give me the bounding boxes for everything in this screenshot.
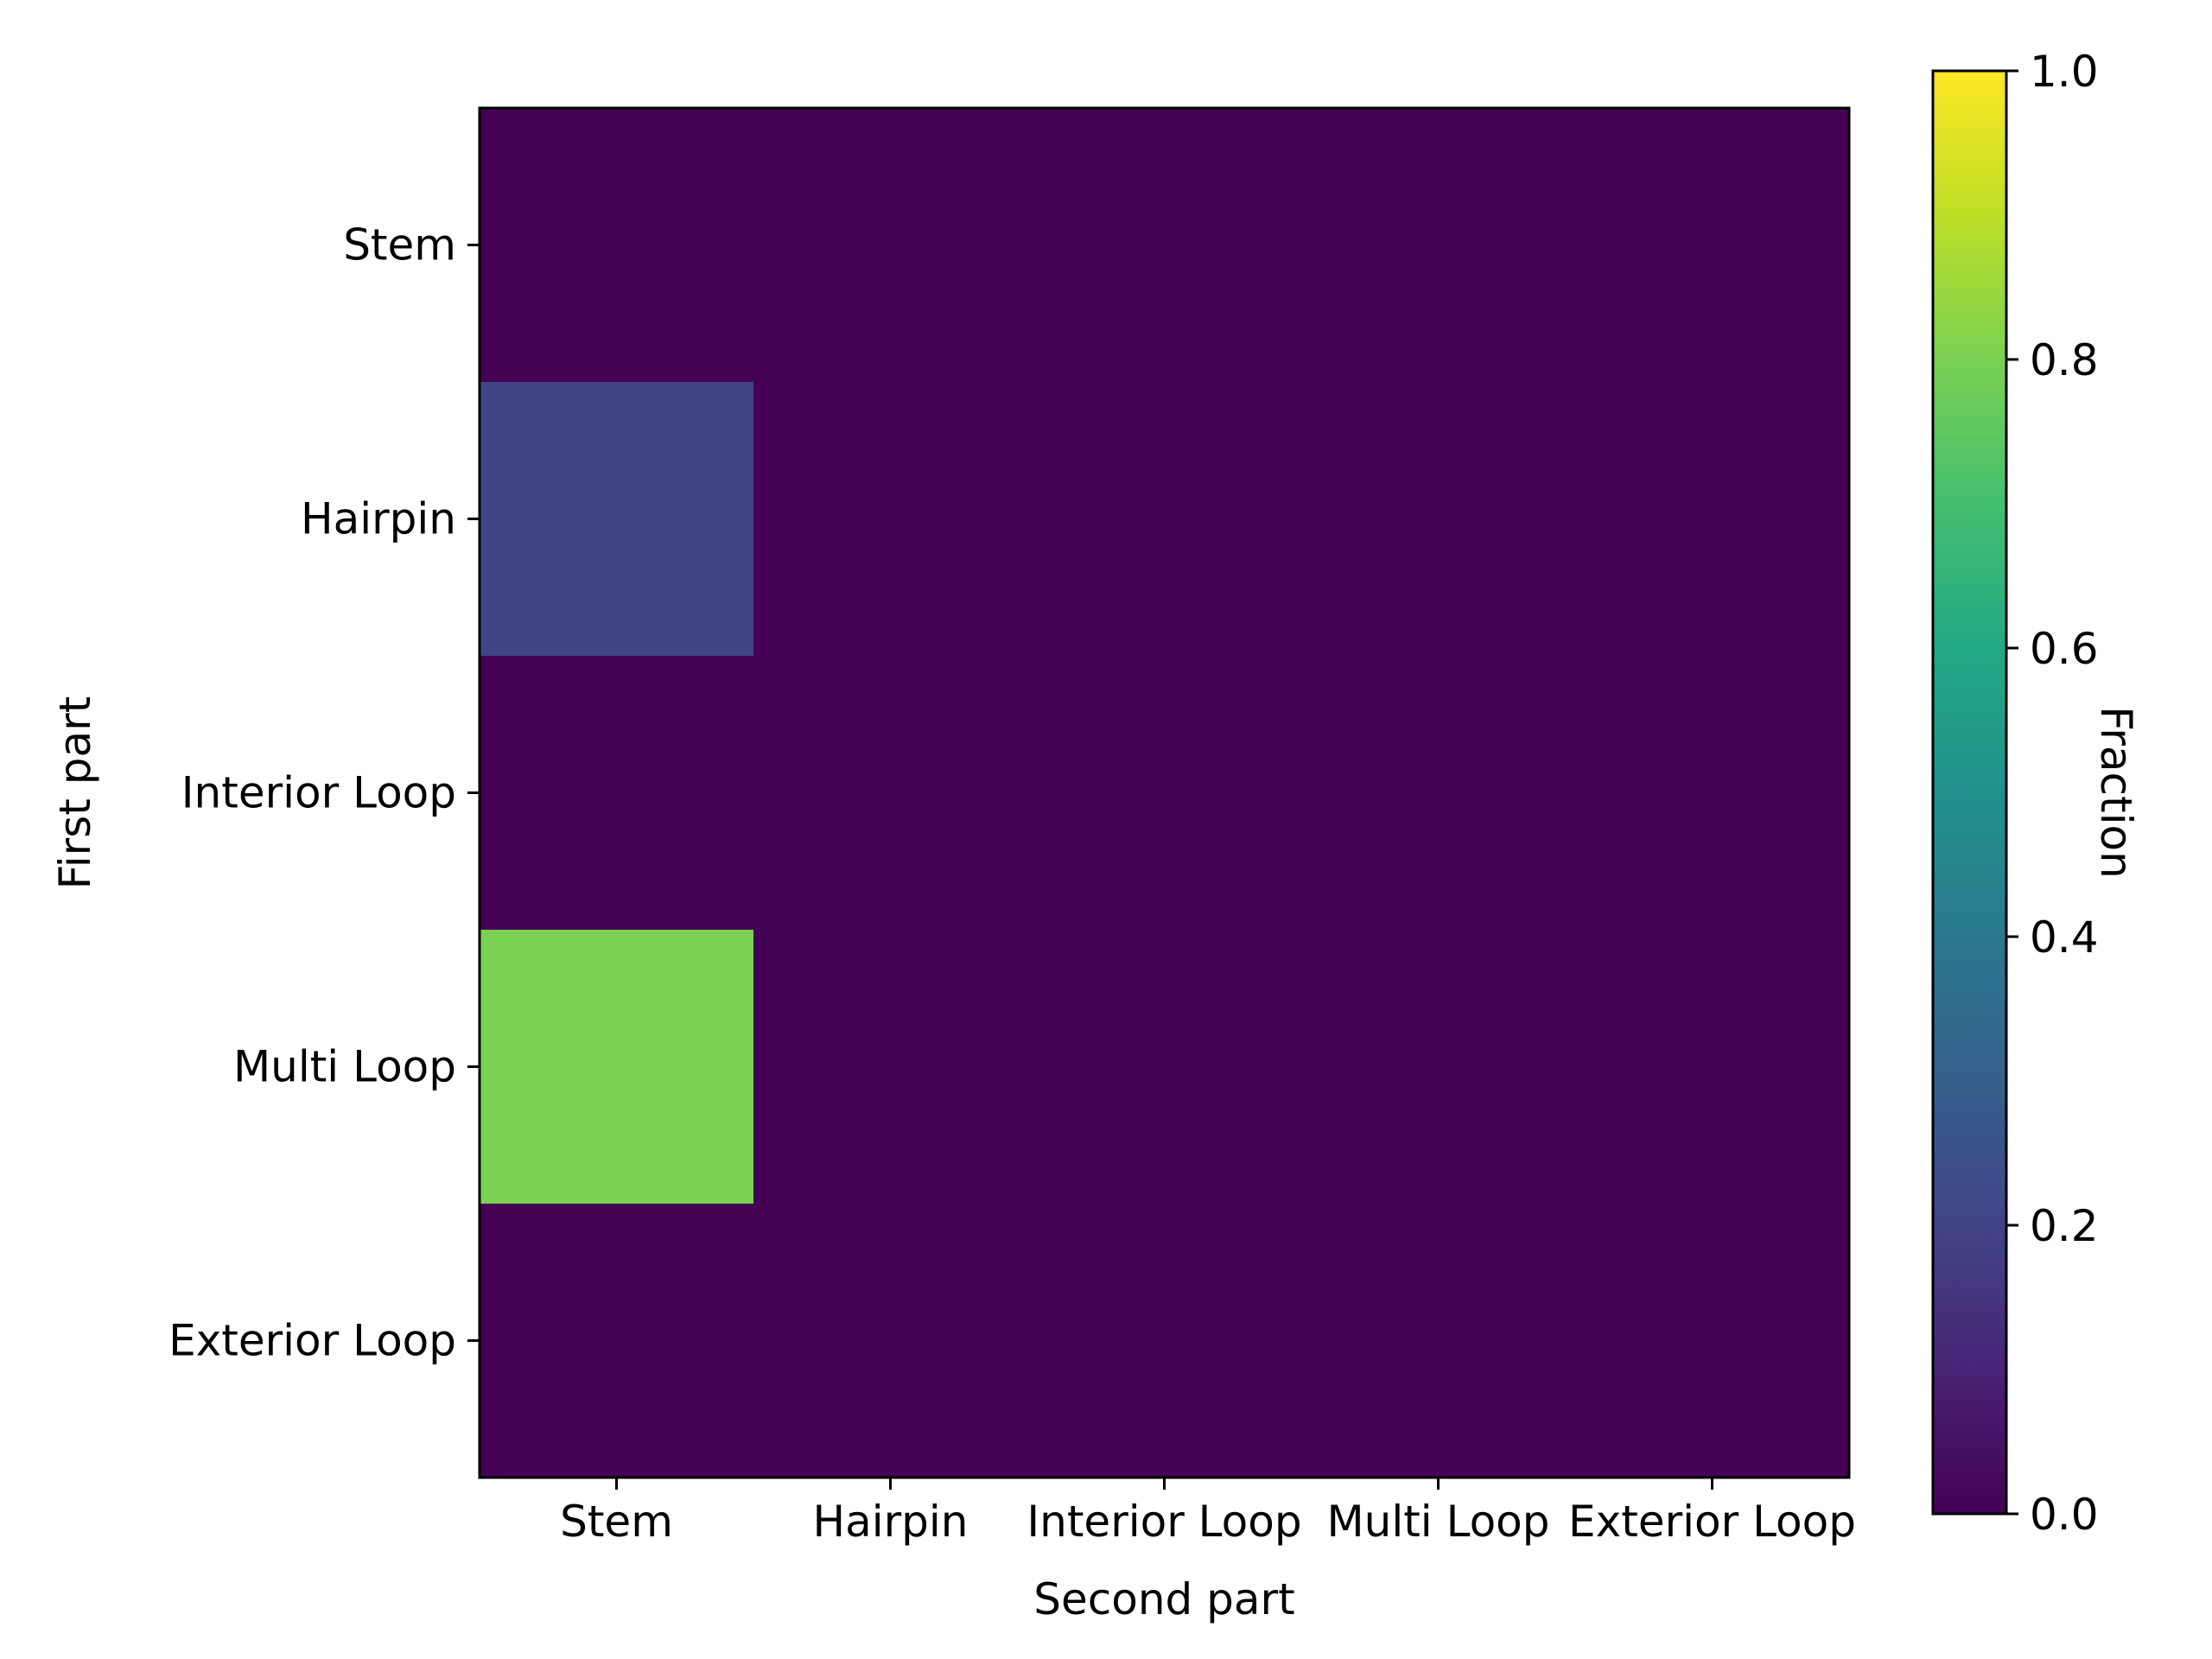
heatmap-cell-interior-loop-interior-loop [1027, 656, 1302, 931]
colorbar [1931, 69, 2008, 1516]
colorbar-tick-label: 0.2 [2030, 1201, 2099, 1251]
heatmap-cell-multi-loop-hairpin [753, 930, 1028, 1205]
colorbar-tick-label: 1.0 [2030, 47, 2099, 97]
y-axis-label: First part [50, 696, 100, 890]
heatmap-cell-stem-hairpin [753, 108, 1028, 383]
heatmap-cell-exterior-loop-stem [480, 1204, 754, 1478]
y-tick-label-stem: Stem [343, 220, 456, 270]
y-axis-ticks: Stem Hairpin Interior Loop Multi Loop Exteri… [168, 220, 480, 1366]
colorbar-ticks: 0.0 0.2 0.4 0.6 0.8 1.0 [2006, 47, 2099, 1540]
heatmap-cell-interior-loop-multi-loop [1301, 656, 1576, 931]
y-tick-label-hairpin: Hairpin [301, 494, 456, 544]
colorbar-label: Fraction [2091, 706, 2141, 879]
heatmap-cell-hairpin-exterior-loop [1575, 382, 1850, 657]
heatmap-cell-hairpin-hairpin [753, 382, 1028, 657]
x-tick-label-multi-loop: Multi Loop [1326, 1497, 1549, 1547]
x-tick-label-stem: Stem [560, 1497, 673, 1547]
colorbar-tick-label: 0.6 [2030, 624, 2099, 674]
x-axis-ticks: Stem Hairpin Interior Loop Multi Loop Exteri… [560, 1478, 1856, 1547]
colorbar-tick-label: 0.8 [2030, 335, 2099, 385]
heatmap-cell-hairpin-multi-loop [1301, 382, 1576, 657]
y-tick-label-multi-loop: Multi Loop [233, 1042, 456, 1092]
heatmap-cell-stem-stem [480, 108, 754, 383]
heatmap-cell-hairpin-stem [480, 382, 754, 657]
heatmap-cell-exterior-loop-interior-loop [1027, 1204, 1302, 1478]
y-tick-label-interior-loop: Interior Loop [181, 768, 456, 818]
x-axis-label: Second part [1033, 1574, 1294, 1624]
x-tick-label-interior-loop: Interior Loop [1027, 1497, 1301, 1547]
heatmap-cell-multi-loop-multi-loop [1301, 930, 1576, 1205]
y-tick-label-exterior-loop: Exterior Loop [168, 1316, 456, 1366]
x-tick-label-exterior-loop: Exterior Loop [1568, 1497, 1856, 1547]
colorbar-tick-label: 0.4 [2030, 912, 2099, 963]
heatmap-cell-interior-loop-stem [480, 656, 754, 931]
colorbar-tick-label: 0.0 [2030, 1490, 2099, 1540]
heatmap-cell-stem-exterior-loop [1575, 108, 1850, 383]
heatmap-cell-exterior-loop-hairpin [753, 1204, 1028, 1478]
heatmap-cell-multi-loop-interior-loop [1027, 930, 1302, 1205]
heatmap-cell-stem-multi-loop [1301, 108, 1576, 383]
heatmap-cell-exterior-loop-exterior-loop [1575, 1204, 1850, 1478]
heatmap-cell-multi-loop-stem [480, 930, 754, 1205]
heatmap-cell-interior-loop-hairpin [753, 656, 1028, 931]
heatmap-cells [480, 108, 1850, 1478]
heatmap-cell-interior-loop-exterior-loop [1575, 656, 1850, 931]
heatmap-cell-hairpin-interior-loop [1027, 382, 1302, 657]
heatmap-cell-exterior-loop-multi-loop [1301, 1204, 1576, 1478]
x-tick-label-hairpin: Hairpin [812, 1497, 968, 1547]
heatmap-cell-multi-loop-exterior-loop [1575, 930, 1850, 1205]
heatmap-cell-stem-interior-loop [1027, 108, 1302, 383]
